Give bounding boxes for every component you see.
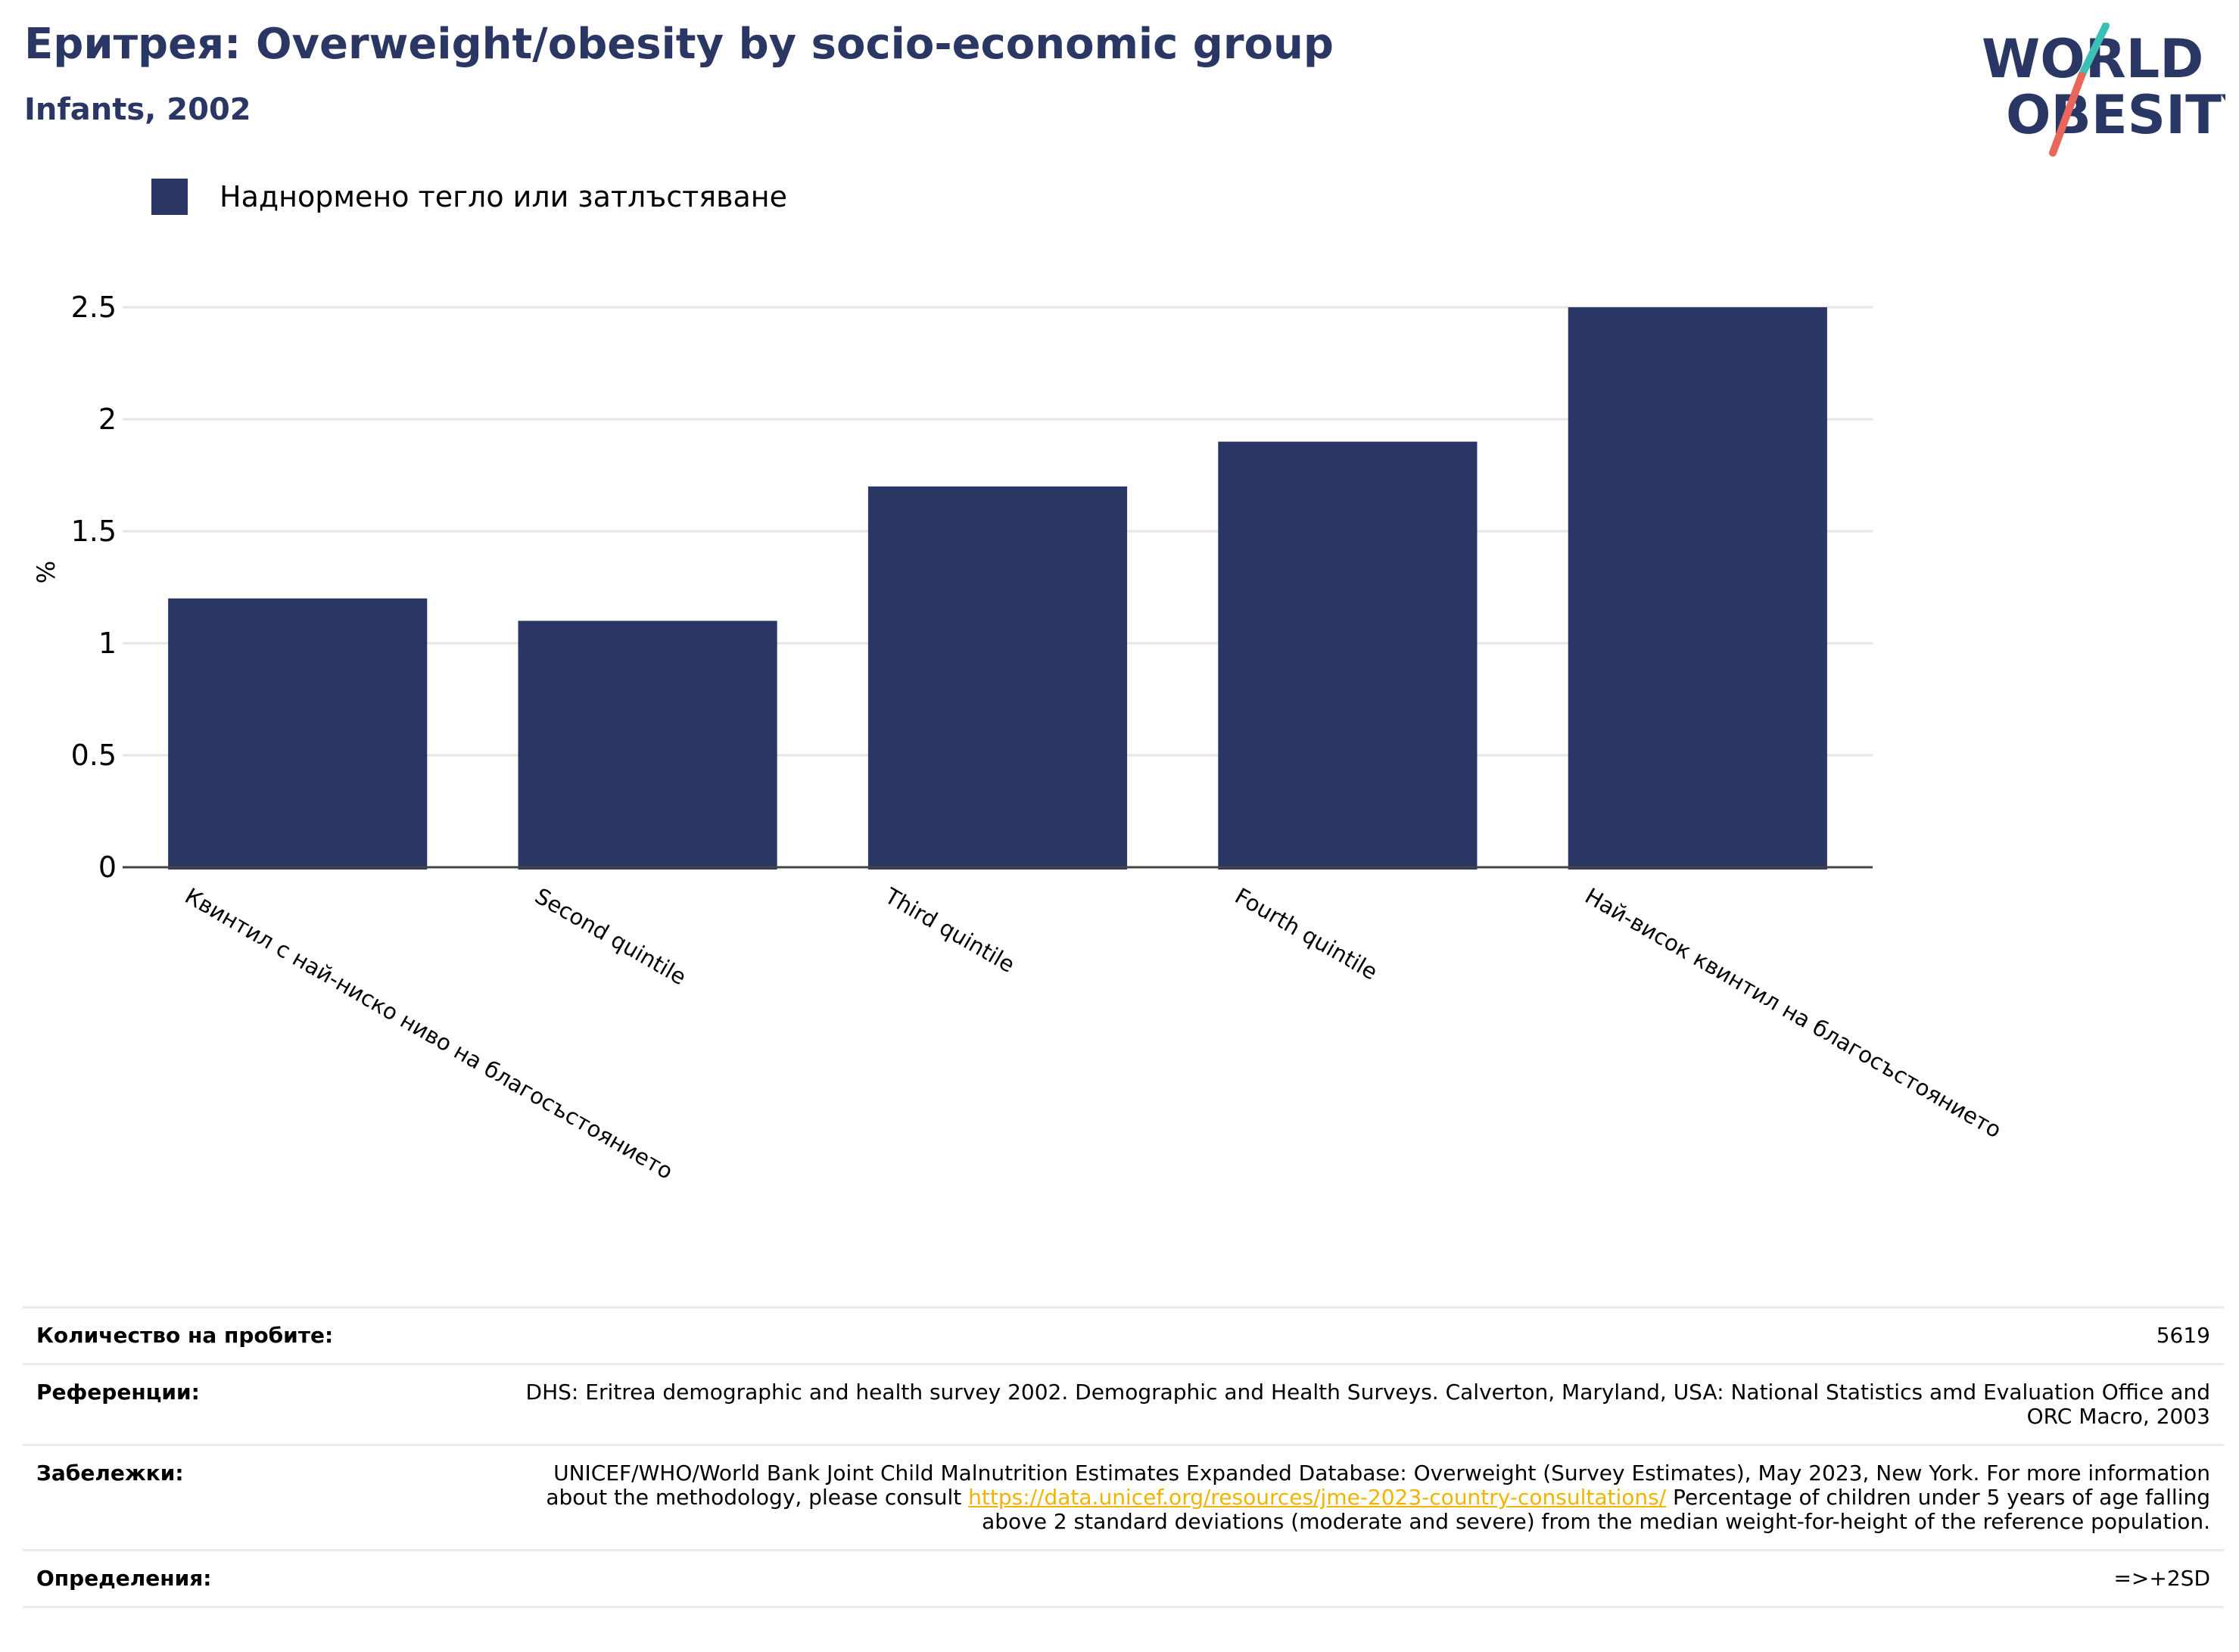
bar-chart: 00.511.522.5%Квинтил с най-ниско ниво на… (32, 291, 2006, 1184)
chart-title: Еритрея: Overweight/obesity by socio-eco… (24, 20, 1334, 69)
logo-slash-teal (2078, 23, 2110, 79)
y-tick-label: 1.5 (71, 515, 117, 548)
y-tick-label: 0.5 (71, 739, 117, 772)
info-row-references: Референции: DHS: Eritrea demographic and… (23, 1364, 2224, 1445)
y-tick-label: 0 (98, 851, 117, 884)
x-tick-label: Fourth quintile (1231, 883, 1382, 985)
notes-text-after: Percentage of children under 5 years of … (982, 1485, 2210, 1534)
bar[interactable] (518, 621, 777, 870)
references-label: Референции: (36, 1380, 200, 1405)
sample-size-label: Количество на пробите: (36, 1323, 334, 1348)
notes-text-before: UNICEF/WHO/World Bank Joint Child Malnut… (546, 1461, 2210, 1510)
definitions-value: =>+2SD (2113, 1566, 2210, 1591)
x-tick-label: Second quintile (531, 883, 690, 991)
info-row-notes: Забележки: UNICEF/WHO/World Bank Joint C… (23, 1445, 2224, 1551)
y-axis-title: % (32, 561, 61, 583)
x-tick-label: Най-висок квинтил на благосъстоянието (1580, 883, 2006, 1143)
bar[interactable] (1218, 441, 1478, 870)
references-value: DHS: Eritrea demographic and health surv… (525, 1380, 2210, 1429)
y-tick-label: 2.5 (71, 291, 117, 324)
notes-value: UNICEF/WHO/World Bank Joint Child Malnut… (504, 1445, 2224, 1551)
bar[interactable] (867, 486, 1128, 870)
logo-word-obesity: OBESITY (2006, 84, 2225, 146)
info-table: Количество на пробите: 5619 Референции: … (23, 1306, 2224, 1608)
legend-label[interactable]: Наднормено тегло или затлъстяване (220, 180, 787, 213)
y-tick-label: 2 (98, 403, 117, 436)
chart-subtitle: Infants, 2002 (24, 92, 251, 127)
x-tick-label: Third quintile (880, 882, 1020, 978)
bar[interactable] (1568, 307, 1827, 870)
logo-slash-red (2049, 72, 2085, 157)
sample-size-value: 5619 (2156, 1323, 2210, 1348)
info-row-sample: Количество на пробите: 5619 (23, 1307, 2224, 1364)
bar[interactable] (168, 598, 428, 870)
info-row-definitions: Определения: =>+2SD (23, 1550, 2224, 1607)
notes-label: Забележки: (36, 1461, 184, 1486)
y-tick-label: 1 (98, 627, 117, 660)
world-obesity-logo: WORLD OBESITY (1982, 23, 2225, 157)
definitions-label: Определения: (36, 1566, 212, 1591)
methodology-link[interactable]: https://data.unicef.org/resources/jme-20… (968, 1485, 1667, 1510)
legend: Наднормено тегло или затлъстяване (151, 179, 787, 215)
legend-swatch (151, 179, 188, 215)
